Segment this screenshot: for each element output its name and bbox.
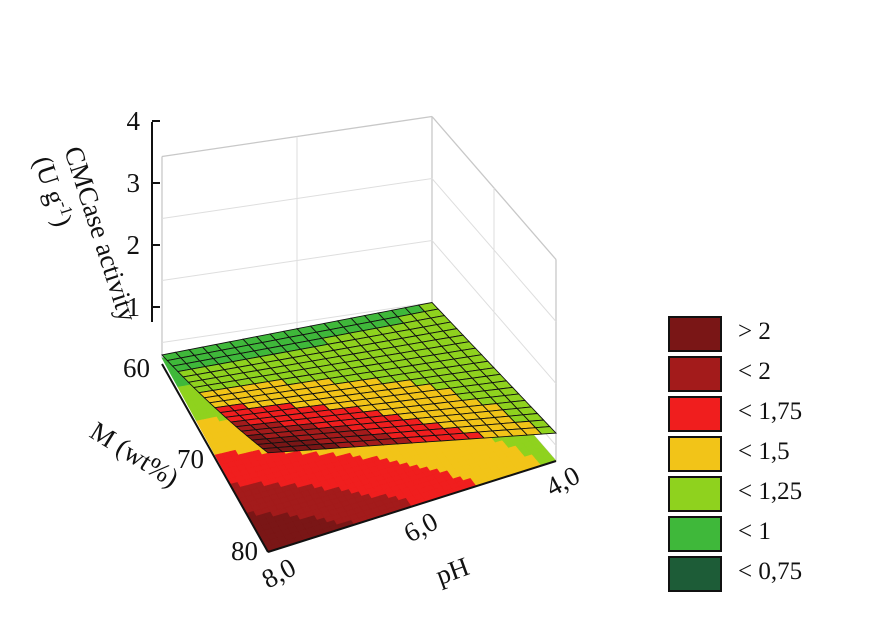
legend-item: < 0,75 bbox=[668, 556, 868, 594]
legend-label: < 1 bbox=[738, 518, 771, 545]
z-tick-1: 1 bbox=[127, 292, 160, 322]
z-tick-label: 2 bbox=[127, 230, 141, 260]
z-tick-2: 2 bbox=[127, 230, 160, 260]
legend-swatch bbox=[668, 316, 722, 352]
response-surface bbox=[161, 302, 557, 454]
legend-item: < 1,25 bbox=[668, 476, 868, 514]
y-tick-label: 80 bbox=[231, 536, 258, 566]
legend-swatch bbox=[668, 436, 722, 472]
legend-item: < 1,5 bbox=[668, 436, 868, 474]
y-axis-label: M (wt%) bbox=[85, 416, 184, 493]
z-tick-4: 4 bbox=[127, 106, 160, 136]
y-axis-line bbox=[161, 363, 269, 553]
z-tick-label: 1 bbox=[127, 292, 141, 322]
legend-item: < 2 bbox=[668, 356, 868, 394]
x-axis-line bbox=[267, 460, 557, 553]
legend-swatch bbox=[668, 556, 722, 592]
legend-swatch bbox=[668, 476, 722, 512]
legend-label: < 0,75 bbox=[738, 558, 803, 585]
y-tick-label: 60 bbox=[123, 353, 150, 383]
x-axis-label: pH bbox=[432, 551, 473, 590]
wall-gridline bbox=[161, 177, 557, 322]
surface-cell bbox=[261, 447, 284, 454]
legend-label: < 2 bbox=[738, 358, 771, 385]
z-axis: 1 2 3 4 bbox=[127, 106, 160, 322]
x-tick-label: 4,0 bbox=[541, 460, 585, 502]
legend-swatch bbox=[668, 356, 722, 392]
legend-item: < 1 bbox=[668, 516, 868, 554]
x-tick-label: 8,0 bbox=[257, 552, 301, 594]
x-tick-label: 6,0 bbox=[399, 506, 443, 548]
legend-label: < 1,25 bbox=[738, 478, 803, 505]
legend-swatch bbox=[668, 516, 722, 552]
z-tick-label: 3 bbox=[127, 168, 141, 198]
legend-item: > 2 bbox=[668, 316, 868, 354]
legend-swatch bbox=[668, 396, 722, 432]
legend-label: < 1,5 bbox=[738, 438, 790, 465]
z-tick-3: 3 bbox=[127, 168, 160, 198]
legend-item: < 1,75 bbox=[668, 396, 868, 434]
y-tick-label: 70 bbox=[177, 444, 204, 474]
legend-label: < 1,75 bbox=[738, 398, 803, 425]
wall-gridline bbox=[161, 239, 557, 384]
legend-label: > 2 bbox=[738, 318, 771, 345]
z-tick-label: 4 bbox=[127, 106, 141, 136]
